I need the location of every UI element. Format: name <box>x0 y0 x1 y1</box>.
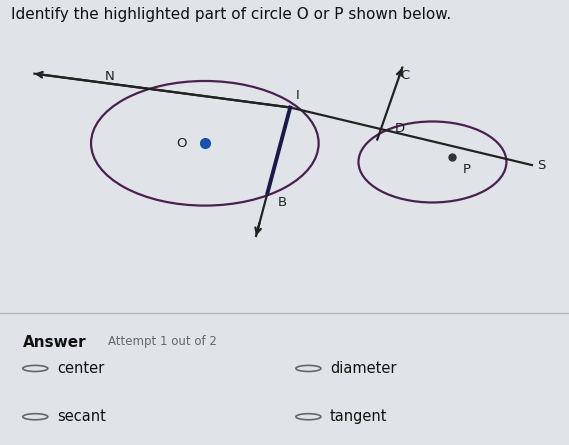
Text: Answer: Answer <box>23 335 86 350</box>
Text: I: I <box>295 89 299 102</box>
Text: Attempt 1 out of 2: Attempt 1 out of 2 <box>108 335 217 348</box>
Text: tangent: tangent <box>330 409 387 424</box>
Text: secant: secant <box>57 409 106 424</box>
Text: diameter: diameter <box>330 361 397 376</box>
Text: O: O <box>176 137 187 150</box>
Text: D: D <box>394 121 405 134</box>
Text: N: N <box>105 70 115 83</box>
Text: B: B <box>278 196 287 209</box>
Text: S: S <box>537 158 546 172</box>
Text: P: P <box>463 163 471 176</box>
Text: center: center <box>57 361 104 376</box>
Text: C: C <box>401 69 410 81</box>
Text: Identify the highlighted part of circle O or P shown below.: Identify the highlighted part of circle … <box>11 7 452 22</box>
